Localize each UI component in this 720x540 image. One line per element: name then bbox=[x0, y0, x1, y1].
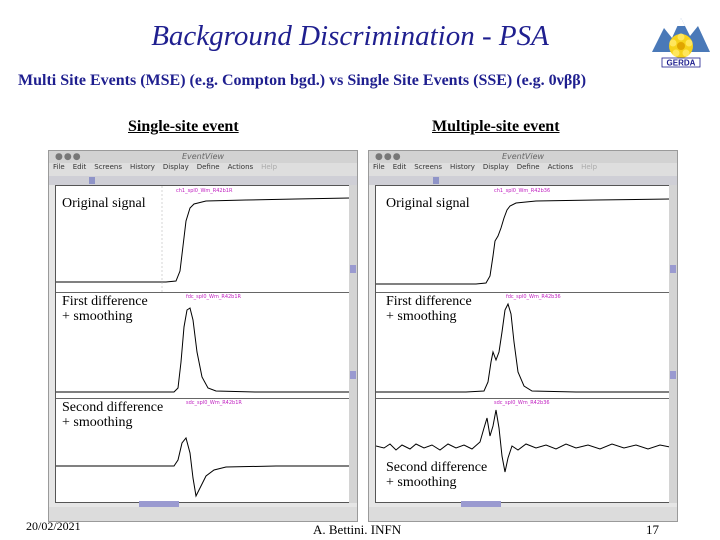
footer-date: 20/02/2021 bbox=[26, 519, 81, 533]
waveform-second-difference bbox=[376, 409, 670, 473]
menu-history[interactable]: History bbox=[450, 163, 475, 171]
logo-text: GERDA bbox=[667, 59, 696, 68]
waveform-original-signal bbox=[376, 198, 670, 285]
panel-label: Second difference + smoothing bbox=[386, 460, 488, 490]
menu-edit[interactable]: Edit bbox=[72, 163, 87, 171]
plot-area: Original signal ch1_spl0_Wm_R42b36 First… bbox=[375, 185, 671, 503]
menu-screens[interactable]: Screens bbox=[94, 163, 122, 171]
window-title: EventView bbox=[501, 152, 545, 161]
footer-author: A. Bettini. INFN bbox=[313, 522, 402, 537]
multi-site-heading: Multiple-site event bbox=[432, 118, 560, 135]
panel-label: First difference + smoothing bbox=[386, 294, 472, 324]
status-bar bbox=[369, 507, 677, 521]
histogram-name: fdc_spl0_Wm_R42b36 bbox=[506, 294, 561, 300]
page-number: 17 bbox=[646, 522, 659, 537]
toolbar-slider[interactable] bbox=[369, 176, 677, 185]
panel-label: Second difference + smoothing bbox=[62, 400, 164, 430]
menu-bar: File Edit Screens History Display Define Actio… bbox=[49, 163, 357, 176]
vertical-scrollbar-knob[interactable] bbox=[670, 265, 676, 273]
waveform-first-difference bbox=[56, 307, 350, 393]
histogram-name: ch1_spl0_Wm_R42b36 bbox=[494, 188, 551, 194]
histogram-name: sdc_spl0_Wm_R42b1R bbox=[186, 400, 242, 406]
panel-label: Original signal bbox=[386, 196, 470, 211]
menu-display[interactable]: Display bbox=[482, 163, 509, 171]
status-bar bbox=[49, 507, 357, 521]
vertical-scrollbar-knob[interactable] bbox=[670, 371, 676, 379]
panel-second-difference: Second difference + smoothing sdc_spl0_W… bbox=[376, 398, 670, 504]
toolbar-slider-knob[interactable] bbox=[433, 177, 439, 184]
slide-title: Background Discrimination - PSA bbox=[151, 20, 549, 52]
slide-subtitle: Multi Site Events (MSE) (e.g. Compton bg… bbox=[18, 72, 587, 89]
single-site-event-window: ●●● EventView File Edit Screens History Disp… bbox=[48, 150, 358, 522]
toolbar-slider-knob[interactable] bbox=[89, 177, 95, 184]
menu-define[interactable]: Define bbox=[516, 163, 540, 171]
panel-label: First difference + smoothing bbox=[62, 294, 148, 324]
menu-file[interactable]: File bbox=[373, 163, 385, 171]
window-titlebar: ●●● EventView bbox=[369, 151, 677, 163]
histogram-name: ch1_spl0_Wm_R42b1R bbox=[176, 188, 233, 194]
toolbar-slider[interactable] bbox=[49, 176, 357, 185]
menu-actions[interactable]: Actions bbox=[547, 163, 574, 171]
horizontal-scrollbar-knob[interactable] bbox=[139, 501, 179, 507]
menu-help[interactable]: Help bbox=[581, 163, 598, 171]
vertical-scrollbar-knob[interactable] bbox=[350, 265, 356, 273]
histogram-name: sdc_spl0_Wm_R42b36 bbox=[494, 400, 550, 406]
menu-define[interactable]: Define bbox=[196, 163, 220, 171]
panel-first-difference: First difference + smoothing fdc_spl0_Wm… bbox=[56, 292, 350, 399]
menu-file[interactable]: File bbox=[53, 163, 65, 171]
panel-second-difference: Second difference + smoothing sdc_spl0_W… bbox=[56, 398, 350, 504]
vertical-scrollbar-knob[interactable] bbox=[350, 371, 356, 379]
menu-edit[interactable]: Edit bbox=[392, 163, 407, 171]
window-controls-icon[interactable]: ●●● bbox=[55, 152, 82, 162]
waveform-original-signal bbox=[56, 186, 350, 292]
window-controls-icon[interactable]: ●●● bbox=[375, 152, 402, 162]
window-titlebar: ●●● EventView bbox=[49, 151, 357, 163]
menu-screens[interactable]: Screens bbox=[414, 163, 442, 171]
single-site-heading: Single-site event bbox=[128, 118, 239, 135]
panel-first-difference: First difference + smoothing fdc_spl0_Wm… bbox=[376, 292, 670, 399]
waveform-first-difference bbox=[376, 302, 670, 393]
histogram-name: fdc_spl0_Wm_R42b1R bbox=[186, 294, 242, 300]
menu-actions[interactable]: Actions bbox=[227, 163, 254, 171]
horizontal-scrollbar-knob[interactable] bbox=[461, 501, 501, 507]
menu-bar: File Edit Screens History Display Define Actio… bbox=[369, 163, 677, 176]
plot-area: Original signal ch1_spl0_Wm_R42b1R First… bbox=[55, 185, 351, 503]
window-title: EventView bbox=[181, 152, 225, 161]
gerda-logo-icon: GERDA bbox=[652, 18, 710, 68]
waveform-second-difference bbox=[56, 436, 350, 498]
panel-original-signal: Original signal ch1_spl0_Wm_R42b1R bbox=[56, 186, 350, 293]
menu-help[interactable]: Help bbox=[261, 163, 278, 171]
menu-display[interactable]: Display bbox=[162, 163, 189, 171]
vertical-scrollbar[interactable] bbox=[669, 185, 677, 503]
vertical-scrollbar[interactable] bbox=[349, 185, 357, 503]
panel-label: Original signal bbox=[62, 196, 146, 211]
multiple-site-event-window: ●●● EventView File Edit Screens History Disp… bbox=[368, 150, 678, 522]
panel-original-signal: Original signal ch1_spl0_Wm_R42b36 bbox=[376, 186, 670, 293]
menu-history[interactable]: History bbox=[130, 163, 155, 171]
